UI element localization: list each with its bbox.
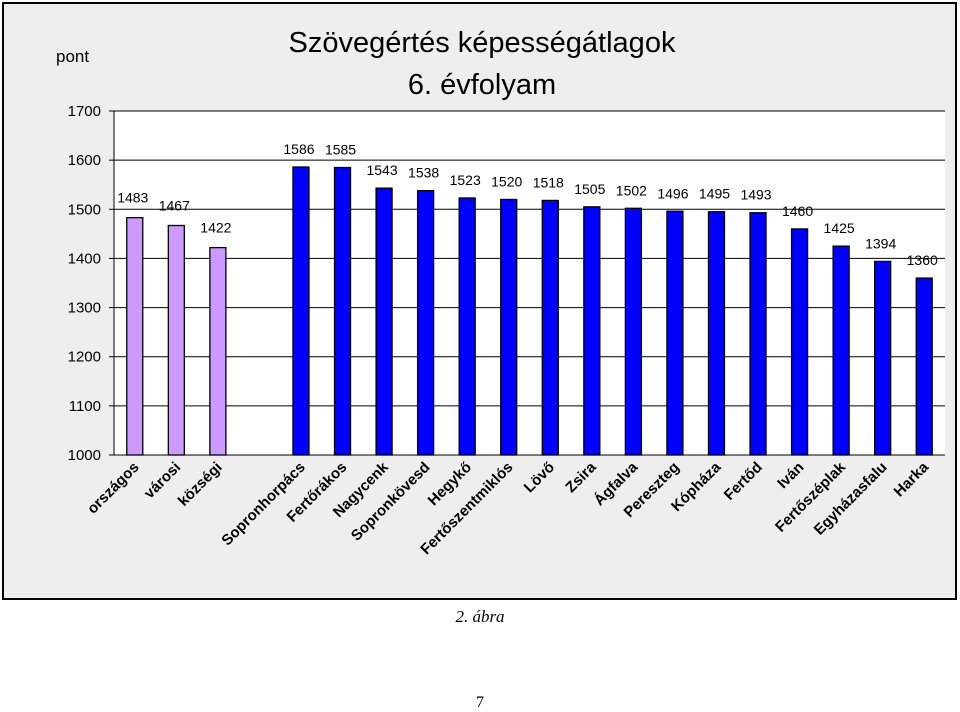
- x-category-label-10: Lövő: [521, 459, 558, 496]
- y-tick-label-1500: 1500: [68, 201, 101, 218]
- x-category-label-18: Egyházasfalu: [811, 459, 891, 539]
- y-tick-label-1600: 1600: [68, 152, 101, 169]
- bar-17: [832, 245, 850, 456]
- x-category-label-15: Fertőd: [721, 459, 766, 504]
- bar-7: [416, 189, 435, 456]
- bar-8: [458, 197, 476, 456]
- bar-value-label-17: 1425: [824, 220, 855, 236]
- figure-caption: 2. ábra: [455, 607, 505, 626]
- bar-2: [209, 246, 227, 456]
- bar-1: [167, 224, 185, 456]
- bar-value-label-7: 1538: [408, 165, 439, 181]
- bar-9: [500, 198, 518, 456]
- chart-canvas: 1000 1100 1200 1300 1400 1500 1600 1700 1483 orsz…: [56, 27, 945, 558]
- bar-12: [624, 207, 643, 456]
- bar-18: [874, 260, 892, 456]
- x-category-label-16: Iván: [774, 459, 807, 492]
- bar-4: [292, 166, 310, 456]
- bar-14: [707, 211, 726, 456]
- y-tick-label-1200: 1200: [68, 349, 101, 366]
- bar-value-label-14: 1495: [699, 186, 730, 202]
- plot-area: [114, 111, 945, 455]
- bar-5: [333, 166, 352, 456]
- bar-13: [666, 210, 684, 456]
- chart-title-line1: Szövegértés képességátlagok: [289, 27, 676, 59]
- y-tick-label-1100: 1100: [69, 398, 101, 415]
- bar-6: [375, 187, 393, 456]
- bar-value-label-6: 1543: [366, 162, 397, 178]
- bar-16: [790, 228, 809, 456]
- bar-value-label-0: 1483: [117, 190, 148, 206]
- y-axis-label: pont: [56, 47, 89, 66]
- bar-10: [541, 199, 559, 456]
- bar-0: [126, 216, 144, 456]
- bar-19: [915, 277, 933, 456]
- x-category-label-0: országos: [84, 459, 143, 518]
- bar-value-label-4: 1586: [283, 141, 314, 157]
- bar-value-label-13: 1496: [657, 185, 688, 201]
- x-category-label-19: Harka: [891, 458, 933, 500]
- bar-value-label-10: 1518: [533, 174, 564, 190]
- page-number: 7: [476, 694, 484, 711]
- bar-value-label-5: 1585: [325, 142, 356, 158]
- chart-title-line2: 6. évfolyam: [408, 69, 556, 101]
- x-category-label-11: Zsira: [562, 458, 600, 496]
- bar-value-label-18: 1394: [865, 235, 896, 251]
- bar-value-label-16: 1460: [782, 203, 813, 219]
- bar-value-label-8: 1523: [450, 172, 481, 188]
- y-tick-label-1400: 1400: [68, 250, 101, 267]
- y-tick-label-1700: 1700: [68, 103, 101, 120]
- bar-15: [749, 212, 767, 456]
- bar-value-label-9: 1520: [491, 173, 522, 189]
- y-tick-label-1300: 1300: [68, 300, 101, 317]
- bar-value-label-11: 1505: [574, 181, 605, 197]
- bar-value-label-2: 1422: [200, 220, 231, 236]
- bar-value-label-15: 1493: [740, 187, 771, 203]
- bar-value-label-1: 1467: [159, 198, 190, 214]
- y-tick-label-1000: 1000: [68, 447, 101, 464]
- bar-value-label-12: 1502: [616, 182, 647, 198]
- bar-value-label-19: 1360: [907, 252, 938, 268]
- bar-11: [583, 206, 601, 456]
- x-category-label-2: községi: [175, 459, 226, 510]
